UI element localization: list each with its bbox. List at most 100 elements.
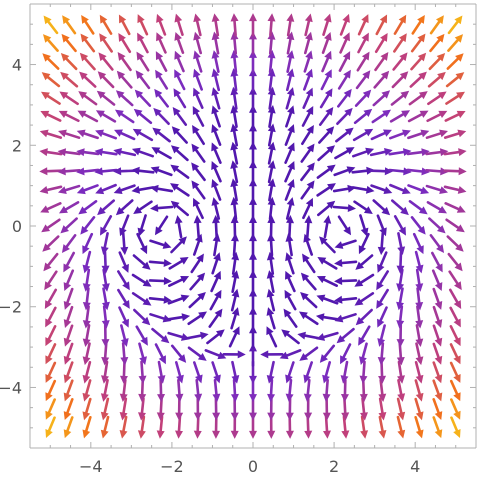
arrow-head	[230, 412, 239, 421]
arrow-head	[137, 32, 145, 42]
arrow-head	[78, 206, 88, 215]
field-arrow	[230, 160, 239, 184]
arrow-head	[214, 289, 222, 299]
arrow-head	[231, 375, 240, 384]
field-arrow	[355, 70, 371, 90]
arrow-head	[193, 31, 201, 41]
arrow-head	[454, 281, 462, 291]
arrow-head	[378, 375, 387, 384]
arrow-head	[455, 53, 464, 62]
field-arrow	[267, 49, 276, 74]
field-arrow	[174, 361, 184, 384]
field-arrow	[45, 306, 57, 328]
arrow-head	[82, 264, 91, 274]
arrow-head	[397, 411, 406, 421]
field-arrow	[119, 397, 128, 421]
arrow-head	[421, 167, 430, 176]
field-arrow	[316, 275, 338, 288]
arrow-head	[380, 32, 388, 42]
field-arrow	[406, 167, 430, 176]
field-arrow	[95, 110, 117, 123]
arrow-head	[324, 31, 332, 41]
arrow-head	[306, 125, 314, 134]
arrow-head	[323, 13, 332, 23]
arrow-head	[319, 236, 328, 245]
field-arrow	[396, 305, 405, 329]
arrow-head	[211, 215, 220, 224]
field-arrow	[113, 167, 137, 176]
field-arrow	[334, 259, 358, 267]
arrow-head	[455, 243, 464, 252]
field-arrow	[99, 33, 113, 53]
arrow-head	[192, 125, 200, 134]
field-arrow	[113, 147, 137, 157]
arrow-head	[287, 124, 295, 134]
field-arrow	[321, 31, 332, 54]
field-arrow	[376, 270, 389, 291]
field-arrow	[390, 199, 409, 216]
field-arrow	[101, 360, 109, 384]
arrow-head	[377, 263, 385, 273]
field-arrow	[42, 34, 59, 52]
field-arrow	[407, 184, 430, 195]
field-arrow	[340, 360, 349, 384]
field-arrow	[376, 288, 389, 309]
arrow-head	[359, 356, 367, 365]
arrow-head	[439, 186, 449, 194]
field-arrow	[415, 268, 424, 292]
field-arrow	[285, 252, 295, 275]
field-arrow	[206, 329, 225, 345]
field-arrow	[170, 164, 190, 179]
field-arrow	[283, 308, 298, 328]
arrow-head	[267, 141, 276, 151]
field-arrow	[355, 254, 374, 270]
field-arrow	[425, 148, 449, 157]
arrow-head	[45, 392, 53, 402]
field-arrow	[446, 235, 464, 252]
arrow-head	[100, 246, 109, 255]
arrow-head	[322, 412, 331, 421]
field-arrow	[138, 378, 147, 403]
arrow-head	[231, 307, 240, 316]
arrow-head	[40, 110, 50, 119]
arrow-head	[230, 68, 239, 77]
arrow-head	[41, 91, 50, 100]
field-arrow	[43, 252, 59, 272]
field-arrow	[447, 252, 463, 272]
arrow-head	[230, 13, 239, 22]
arrow-head	[193, 430, 202, 439]
arrow-head	[317, 257, 327, 265]
field-arrow	[174, 13, 184, 36]
field-arrow	[101, 287, 110, 311]
arrow-head	[230, 160, 239, 169]
arrow-head	[249, 430, 257, 439]
field-arrow	[211, 178, 222, 201]
arrow-head	[82, 374, 91, 384]
arrow-head	[434, 392, 443, 402]
arrow-head	[377, 318, 385, 328]
arrow-head	[322, 393, 331, 403]
arrow-head	[114, 109, 124, 118]
arrow-head	[359, 393, 368, 403]
arrow-head	[162, 241, 172, 249]
arrow-head	[340, 355, 348, 365]
field-arrow	[285, 270, 296, 293]
field-arrow	[59, 91, 79, 106]
arrow-head	[142, 279, 152, 287]
arrow-head	[345, 147, 355, 155]
arrow-head	[116, 70, 126, 80]
arrow-head	[434, 355, 443, 365]
field-arrow	[211, 50, 220, 73]
field-arrow	[100, 415, 110, 439]
arrow-head	[99, 33, 108, 43]
field-arrow	[447, 15, 463, 35]
arrow-head	[347, 204, 357, 213]
arrow-head	[437, 71, 446, 81]
arrow-head	[279, 351, 289, 360]
field-arrow	[354, 89, 372, 107]
arrow-head	[381, 206, 391, 216]
arrow-head	[267, 430, 276, 439]
arrow-head	[418, 91, 428, 100]
y-tick-label: −4	[0, 378, 22, 397]
